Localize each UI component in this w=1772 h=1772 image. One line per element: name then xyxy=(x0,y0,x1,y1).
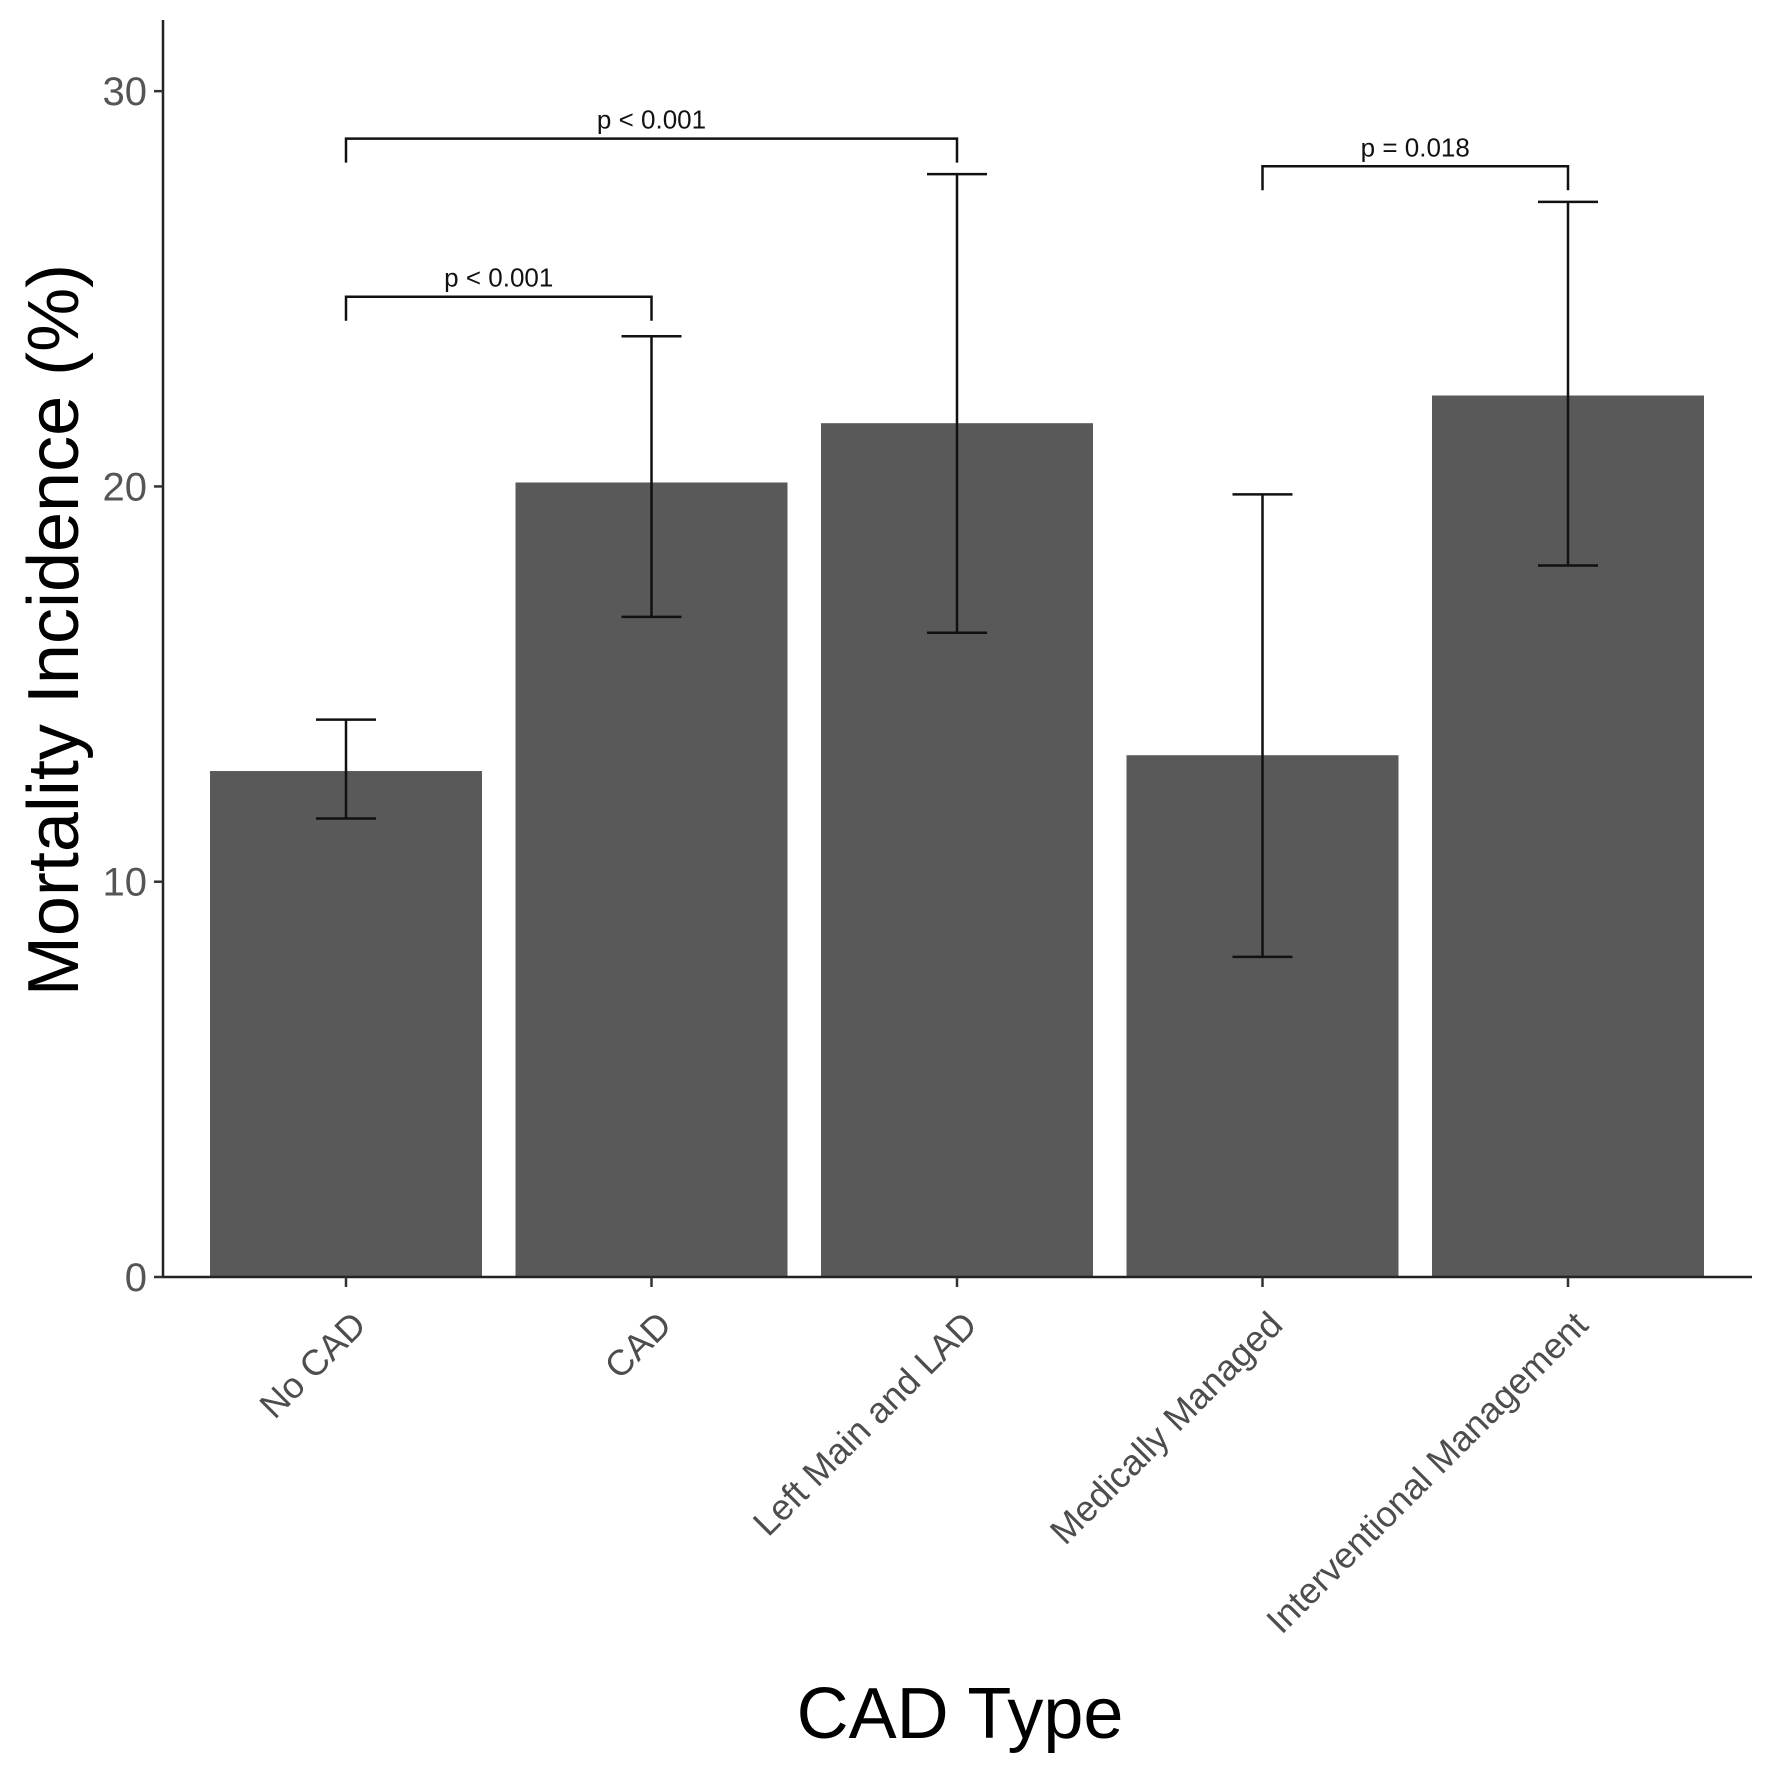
y-ticks-layer: 0 10 20 30 xyxy=(103,70,163,1300)
significance-bracket-2: p < 0.001 xyxy=(344,105,959,163)
error-bar-2 xyxy=(621,334,682,619)
bracket-line xyxy=(1261,165,1570,191)
x-tick-label: CAD xyxy=(596,1304,679,1387)
significance-bracket-3: p = 0.018 xyxy=(1261,132,1570,191)
bracket-label: p = 0.018 xyxy=(1361,132,1470,162)
y-axis-title: Mortality Incidence (%) xyxy=(14,264,94,996)
significance-brackets-layer: p < 0.001 p < 0.001 p = 0.018 xyxy=(344,105,1570,321)
significance-bracket-1: p < 0.001 xyxy=(344,263,653,321)
error-bars-layer xyxy=(316,172,1598,959)
y-tick-label: 10 xyxy=(103,861,148,905)
bracket-label: p < 0.001 xyxy=(444,263,553,293)
bar-1 xyxy=(210,771,482,1277)
x-tick-label: Medically Managed xyxy=(1042,1304,1290,1552)
x-tick-label: No CAD xyxy=(251,1304,373,1426)
x-tick-label: Left Main and LAD xyxy=(745,1304,985,1544)
error-bar-1 xyxy=(316,718,376,820)
y-tick-label: 30 xyxy=(103,70,148,114)
error-bar-4 xyxy=(1232,493,1293,959)
bracket-line xyxy=(344,295,653,321)
bracket-line xyxy=(344,137,959,163)
bracket-label: p < 0.001 xyxy=(597,105,706,135)
y-tick-label: 0 xyxy=(125,1256,147,1300)
error-bar-5 xyxy=(1538,200,1598,567)
x-ticks-layer: No CAD CAD Left Main and LAD Medically Mana… xyxy=(251,1277,1596,1641)
error-bar-3 xyxy=(927,172,987,634)
x-tick-label: Interventional Management xyxy=(1258,1304,1595,1641)
x-axis-title: CAD Type xyxy=(797,1674,1124,1754)
y-tick-label: 20 xyxy=(103,465,148,509)
